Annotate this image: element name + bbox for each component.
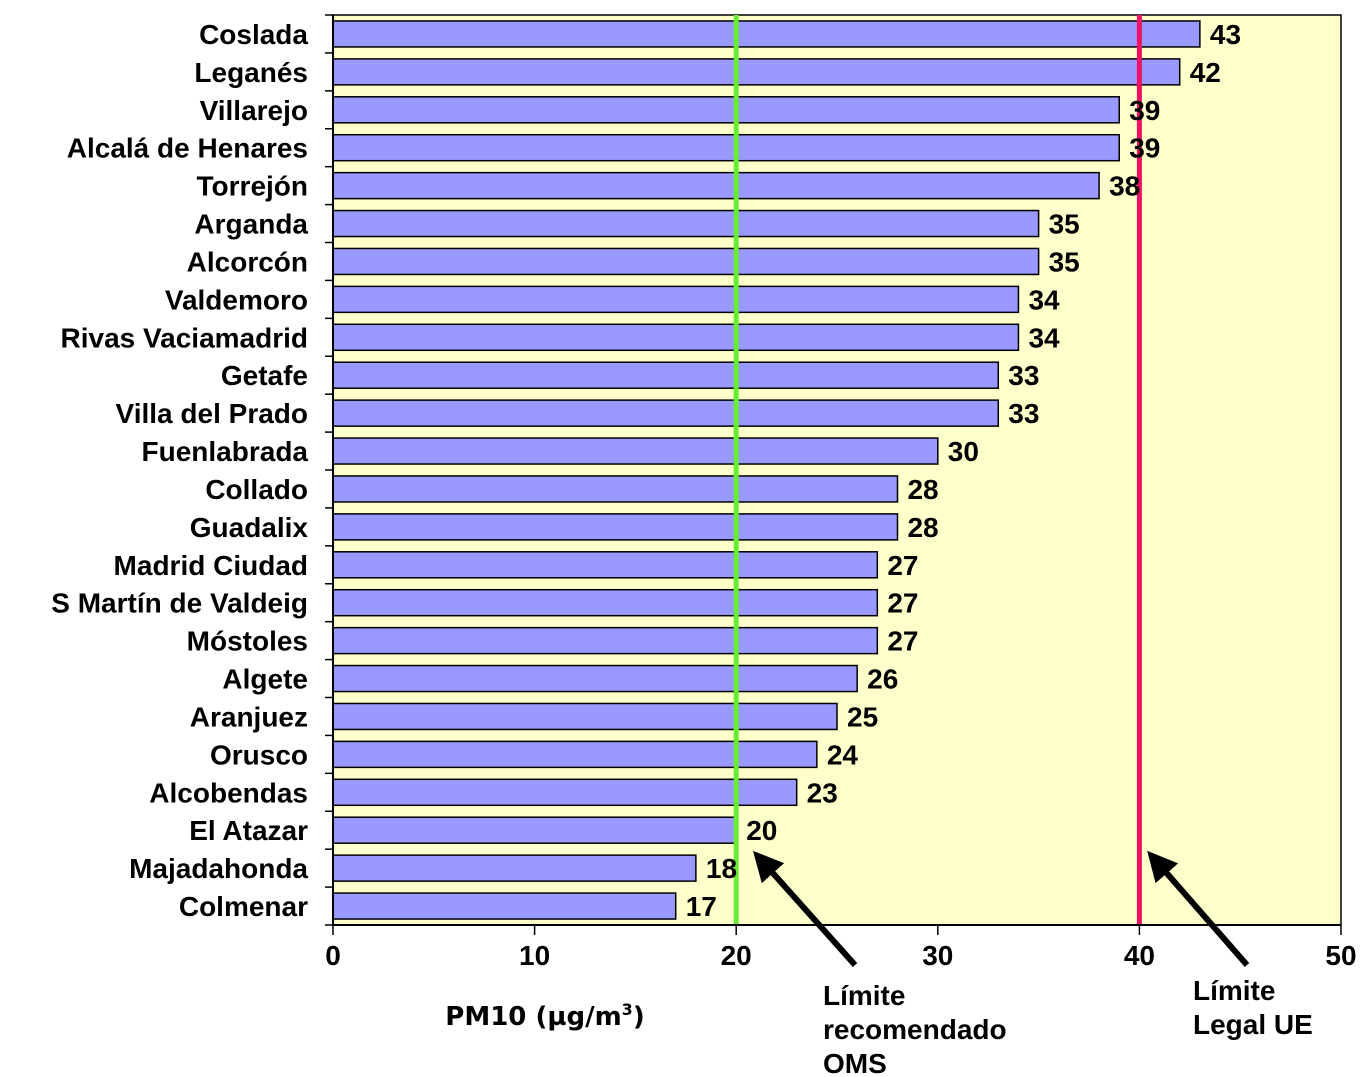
value-label: 35 bbox=[1049, 246, 1080, 277]
bar bbox=[332, 626, 879, 655]
category-label: Villa del Prado bbox=[116, 398, 308, 429]
bar bbox=[332, 778, 798, 807]
x-axis-title: PM10 (µg/m3) bbox=[445, 1000, 644, 1032]
category-label: Coslada bbox=[199, 19, 308, 50]
bars-group bbox=[332, 20, 1201, 920]
x-axis-title-superscript: 3 bbox=[622, 1000, 633, 1019]
value-label: 20 bbox=[746, 815, 777, 846]
value-label: 26 bbox=[867, 664, 898, 695]
value-label: 27 bbox=[887, 626, 918, 657]
category-label: Alcobendas bbox=[149, 777, 308, 808]
bar bbox=[332, 475, 899, 503]
category-label: Collado bbox=[205, 474, 308, 505]
value-label: 27 bbox=[887, 550, 918, 581]
category-label: Majadahonda bbox=[129, 853, 308, 884]
value-label: 23 bbox=[807, 777, 838, 808]
category-label: Torrejón bbox=[197, 171, 308, 202]
bar bbox=[332, 437, 939, 465]
bar bbox=[332, 247, 1040, 276]
bar bbox=[332, 702, 838, 731]
axes-group: 0 10 20 30 40 50 bbox=[325, 14, 1357, 971]
category-label: Alcorcón bbox=[187, 246, 308, 277]
category-label: El Atazar bbox=[189, 815, 308, 846]
bar bbox=[332, 209, 1040, 238]
bar bbox=[332, 20, 1201, 48]
category-label: Valdemoro bbox=[165, 284, 308, 315]
bar bbox=[332, 892, 677, 920]
value-label: 24 bbox=[827, 739, 859, 770]
value-label: 39 bbox=[1129, 95, 1160, 126]
annotation-line: OMS bbox=[823, 1048, 887, 1077]
annotation-arrow bbox=[753, 850, 858, 967]
value-label: 35 bbox=[1049, 209, 1080, 240]
annotation-line: Límite bbox=[1193, 975, 1275, 1006]
category-label: Getafe bbox=[221, 360, 308, 391]
value-label: 38 bbox=[1109, 171, 1140, 202]
bar bbox=[332, 96, 1120, 124]
value-label: 28 bbox=[907, 512, 938, 543]
x-tick-label: 40 bbox=[1124, 940, 1155, 971]
value-label: 39 bbox=[1129, 133, 1160, 164]
value-label: 42 bbox=[1190, 57, 1221, 88]
category-label: Rivas Vaciamadrid bbox=[61, 322, 308, 353]
category-label: Alcalá de Henares bbox=[67, 133, 308, 164]
bar bbox=[332, 513, 899, 541]
annotation-line: recomendado bbox=[823, 1014, 1007, 1045]
bar bbox=[332, 816, 737, 844]
category-label: Guadalix bbox=[190, 512, 309, 543]
category-label: Leganés bbox=[194, 57, 308, 88]
bar bbox=[332, 740, 818, 769]
x-tick-label: 20 bbox=[721, 940, 752, 971]
value-label: 27 bbox=[887, 588, 918, 619]
annotation-line: Legal UE bbox=[1193, 1009, 1313, 1040]
bar bbox=[332, 171, 1100, 200]
bar bbox=[332, 399, 1000, 427]
x-tick-label: 30 bbox=[922, 940, 953, 971]
bar bbox=[332, 664, 858, 693]
value-label: 28 bbox=[907, 474, 938, 505]
annotation-arrow bbox=[1147, 850, 1250, 967]
bar bbox=[332, 551, 879, 579]
annotation-line: Límite bbox=[823, 980, 905, 1011]
category-label: Villarejo bbox=[200, 95, 308, 126]
category-label: Arganda bbox=[194, 209, 308, 240]
x-tick-label: 50 bbox=[1325, 940, 1356, 971]
category-label: Orusco bbox=[210, 739, 308, 770]
bar bbox=[332, 323, 1020, 352]
bar bbox=[332, 285, 1020, 314]
value-label: 34 bbox=[1028, 284, 1060, 315]
annotation-label: Límite recomendado OMS bbox=[823, 980, 1007, 1077]
plot-area bbox=[332, 14, 1342, 926]
category-label: Fuenlabrada bbox=[142, 436, 309, 467]
bar bbox=[332, 588, 879, 617]
category-label: S Martín de Valdeig bbox=[51, 588, 308, 619]
category-label: Algete bbox=[222, 664, 308, 695]
value-label: 34 bbox=[1028, 322, 1060, 353]
value-label: 33 bbox=[1008, 360, 1039, 391]
category-label: Colmenar bbox=[179, 891, 308, 922]
value-label: 30 bbox=[948, 436, 979, 467]
bar bbox=[332, 58, 1181, 86]
bar bbox=[332, 854, 697, 882]
value-label: 25 bbox=[847, 701, 878, 732]
labels-group: Coslada 43 Leganés 42 Villarejo 39 Alcalá de H… bbox=[51, 19, 1241, 922]
value-label: 17 bbox=[686, 891, 717, 922]
value-label: 33 bbox=[1008, 398, 1039, 429]
category-label: Móstoles bbox=[187, 626, 308, 657]
annotation-label: Límite Legal UE bbox=[1193, 975, 1313, 1040]
x-tick-label: 0 bbox=[325, 940, 341, 971]
value-label: 18 bbox=[706, 853, 737, 884]
x-tick-label: 10 bbox=[519, 940, 550, 971]
value-label: 43 bbox=[1210, 19, 1241, 50]
category-label: Madrid Ciudad bbox=[114, 550, 308, 581]
bar bbox=[332, 133, 1120, 162]
category-label: Aranjuez bbox=[190, 701, 308, 732]
bar bbox=[332, 361, 1000, 389]
